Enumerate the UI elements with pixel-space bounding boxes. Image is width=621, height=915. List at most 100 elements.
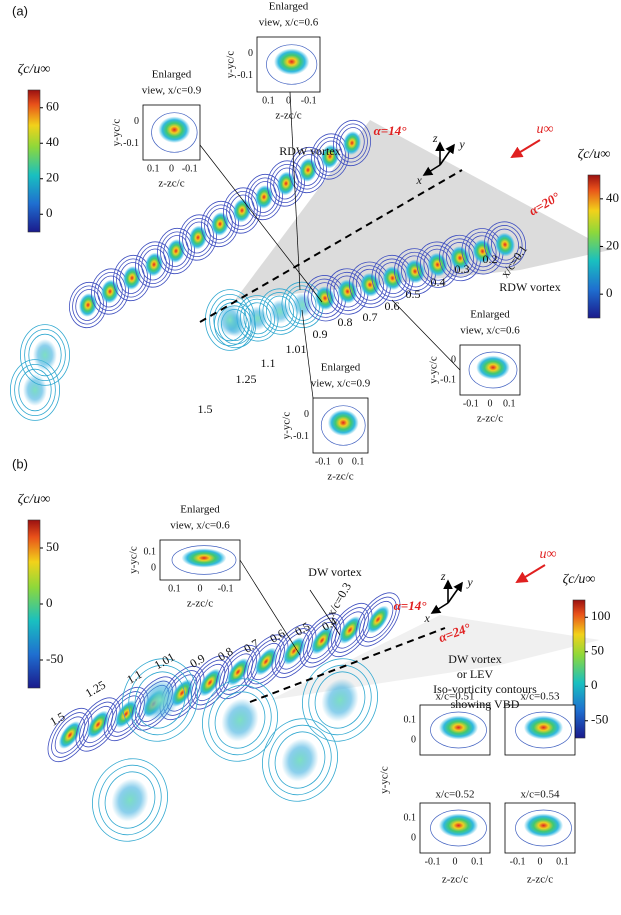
flow-arrow [512, 140, 540, 157]
inset-xtick-label: 0 [453, 856, 458, 867]
coord-axis [432, 603, 448, 613]
contour-label: showing VBD [451, 697, 520, 711]
station-label: 0.6 [267, 626, 287, 646]
core [187, 224, 209, 251]
coord-label: x [416, 173, 423, 187]
inset-xtick-label: 0 [338, 456, 343, 467]
inset-title: view, x/c=0.6 [460, 325, 520, 337]
coord-label: y [458, 137, 465, 151]
core [165, 238, 187, 265]
inset-ytick-label: -0.1 [293, 431, 309, 442]
inset-title: Enlarged [180, 504, 220, 516]
inset-xlabel: z-zc/c [327, 471, 353, 483]
station-label: 0.4 [431, 275, 446, 289]
colorbar-title: ζc/u∞ [578, 147, 611, 162]
station-label: 0.8 [215, 644, 235, 664]
inset-xlabel: z-zc/c [275, 110, 301, 122]
colorbar-tick-label: 50 [46, 539, 59, 554]
figure: ζc/u∞6040200ζc/u∞40200ζc/u∞500-50ζc/u∞10… [0, 0, 621, 915]
inset-xtick-label: 0.1 [352, 456, 365, 467]
colorbar-tick-label: 20 [606, 237, 619, 252]
lev-label: DW vortex [448, 652, 501, 666]
inset-title: view, x/c=0.6 [170, 520, 230, 532]
inset-vortex [439, 814, 478, 838]
inset-xtick-label: -0.1 [425, 856, 441, 867]
colorbar-tick-label: 0 [606, 285, 613, 300]
colorbar-title: ζc/u∞ [563, 572, 596, 587]
vortex [251, 708, 349, 812]
inset-xtick-label: 0.1 [168, 583, 181, 594]
core [231, 197, 253, 224]
inset-vortex [274, 49, 309, 75]
inset-ylabel: y-yc/c [428, 356, 440, 384]
station-label: 0.3 [455, 262, 470, 276]
inset-vortex [524, 814, 563, 838]
colorbar [28, 520, 40, 688]
colorbar-title: ζc/u∞ [18, 62, 51, 77]
inset-ytick-label: -0.1 [440, 374, 456, 385]
lev-label: or LEV [457, 667, 494, 681]
colorbar [28, 90, 40, 232]
alpha-label: α=14° [394, 598, 428, 613]
coord-label: z [440, 569, 446, 583]
inset-vortex [524, 716, 563, 740]
station-label: 0.5 [406, 287, 421, 301]
colorbar-tick-label: 0 [591, 677, 598, 692]
inset-xtick-label: 0 [169, 163, 174, 174]
inset-ylabel: y-yc/c [379, 766, 391, 794]
flow-arrow [517, 565, 545, 582]
vortex [10, 360, 59, 421]
inset-vortex [439, 716, 478, 740]
inset-xtick-label: 0.1 [147, 163, 160, 174]
station-label: 0.5 [292, 619, 312, 639]
inset-xtick-label: -0.1 [218, 583, 234, 594]
inset-ytick-label: 0.1 [404, 812, 417, 823]
core [23, 374, 47, 406]
colorbar-tick-label: 60 [46, 99, 59, 114]
inset-xtick-label: 0.1 [262, 95, 275, 106]
inset-vortex [182, 548, 227, 567]
station-label: 0.7 [363, 310, 378, 324]
inset-xtick-label: 0.1 [503, 398, 516, 409]
station-label: 1.5 [198, 402, 213, 416]
inset-xtick-label: -0.1 [315, 456, 331, 467]
station-label: 1.5 [47, 709, 67, 729]
vortex-label: DW vortex [308, 565, 361, 579]
core [143, 251, 165, 278]
inset-ytick-label: 0 [134, 116, 139, 127]
inset-ytick-label: 0.1 [144, 546, 157, 557]
inset-xtick-label: 0.1 [556, 856, 569, 867]
station-label: 0.9 [313, 327, 328, 341]
flow-label: u∞ [540, 547, 557, 562]
colorbar-tick-label: -50 [46, 651, 63, 666]
panel-label: (a) [12, 3, 28, 18]
core [77, 292, 99, 319]
vortex-label: RDW vortex [279, 144, 340, 158]
contour-label: Iso-vorticity contours [433, 682, 537, 696]
station-label: 0.8 [338, 315, 353, 329]
coord-axis [448, 583, 462, 603]
vortex [20, 325, 69, 386]
colorbar-tick-label: 40 [606, 190, 619, 205]
station-label: 1.01 [286, 342, 307, 356]
station-label: 0.2 [483, 252, 498, 266]
vortex-label: RDW vortex [499, 280, 560, 294]
station-label: x/c=0.3 [324, 580, 354, 619]
inset-xlabel: z-zc/c [442, 874, 468, 886]
inset-vortex [476, 356, 510, 380]
coord-label: y [466, 575, 473, 589]
inset-ytick-label: 0 [248, 48, 253, 59]
core [33, 339, 57, 371]
panel-label: (b) [12, 456, 28, 471]
inset-ytick-label: -0.1 [123, 138, 139, 149]
colorbar-tick-label: -50 [591, 712, 608, 727]
inset-title: Enlarged [470, 309, 510, 321]
inset-title: Enlarged [152, 69, 192, 81]
inset-title: x/c=0.52 [436, 789, 475, 801]
inset-xlabel: z-zc/c [187, 598, 213, 610]
colorbar-tick-label: 40 [46, 134, 59, 149]
inset-ytick-label: 0 [411, 832, 416, 843]
inset-vortex [158, 117, 190, 143]
core [275, 170, 297, 197]
station-label: 0.7 [241, 636, 261, 656]
